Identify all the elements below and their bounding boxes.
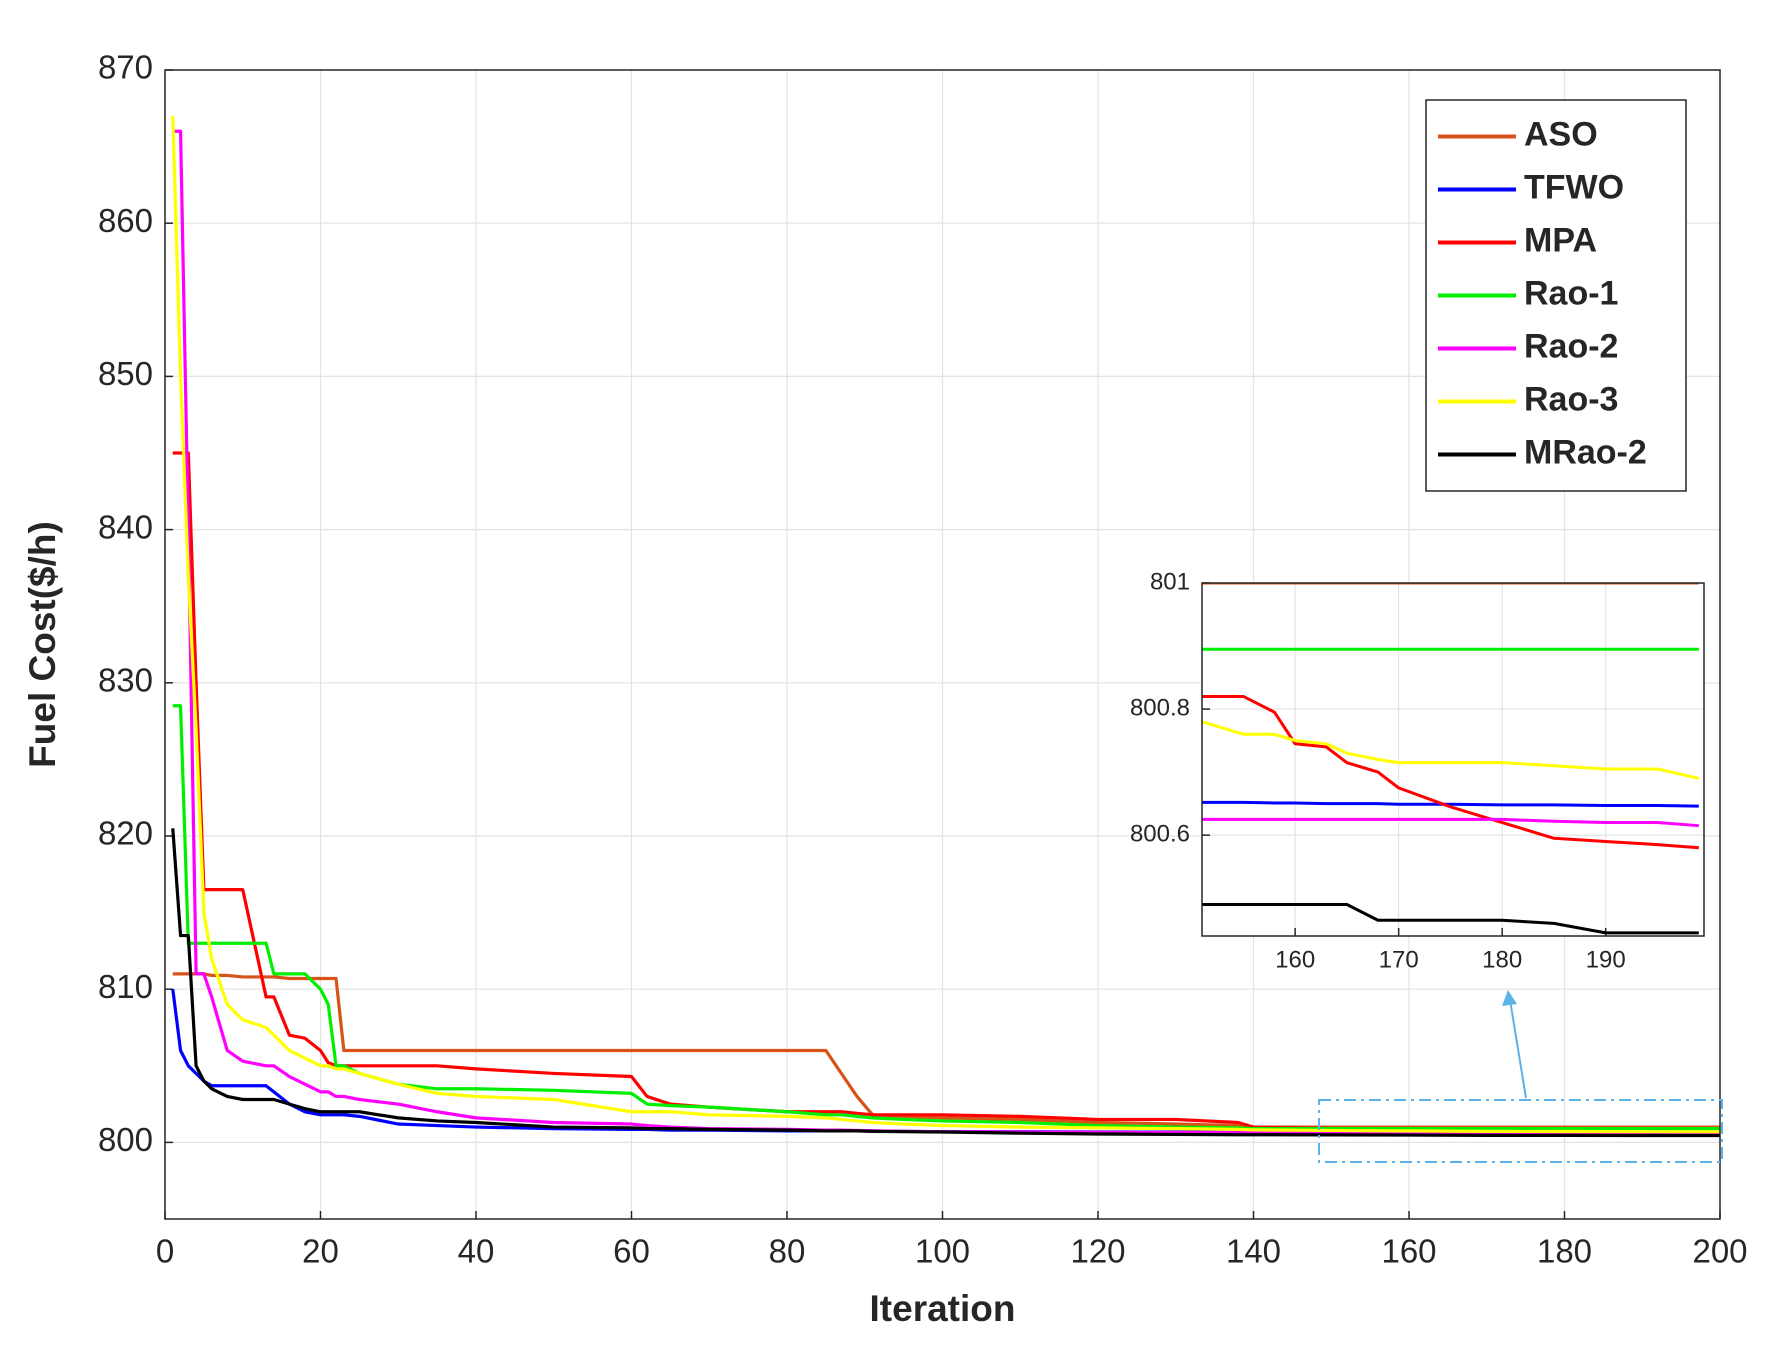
- x-tick-label: 170: [1379, 947, 1419, 974]
- axes-box: [1201, 582, 1705, 937]
- series-line: [1202, 720, 1700, 780]
- x-tick-label: 200: [1692, 1232, 1747, 1269]
- x-tick-label: 190: [1586, 947, 1626, 974]
- x-tick-label: 160: [1275, 947, 1315, 974]
- y-tick-label: 810: [98, 968, 153, 1005]
- y-tick-label: 870: [98, 49, 153, 86]
- y-tick-label: 840: [98, 508, 153, 545]
- y-tick-label: 820: [98, 815, 153, 852]
- legend-label: MPA: [1524, 221, 1597, 259]
- y-axis-label: Fuel Cost($/h): [22, 521, 63, 768]
- legend-label: Rao-2: [1524, 327, 1618, 365]
- legend-label: MRao-2: [1524, 433, 1647, 471]
- y-tick-label: 850: [98, 355, 153, 392]
- legend-label: Rao-3: [1524, 380, 1618, 418]
- x-tick-label: 100: [915, 1232, 970, 1269]
- x-tick-label: 80: [769, 1232, 806, 1269]
- zoom-region: [1318, 1099, 1723, 1163]
- legend-label: ASO: [1524, 115, 1598, 153]
- series-line: [1202, 817, 1699, 828]
- y-tick-label: 800: [98, 1121, 153, 1158]
- series-line: [172, 972, 1720, 1129]
- series-line: [172, 451, 1720, 1136]
- series-line: [172, 129, 1720, 1135]
- x-tick-label: 40: [458, 1232, 495, 1269]
- x-tick-label: 140: [1226, 1232, 1281, 1269]
- series-line: [1202, 694, 1699, 850]
- x-tick-label: 160: [1381, 1232, 1436, 1269]
- x-tick-label: 120: [1070, 1232, 1125, 1269]
- plot-area: [1202, 583, 1704, 936]
- series-line: [1202, 902, 1699, 935]
- x-tick-label: 0: [156, 1232, 174, 1269]
- x-tick-label: 180: [1537, 1232, 1592, 1269]
- x-tick-label: 60: [613, 1232, 650, 1269]
- x-tick-label: 20: [302, 1232, 339, 1269]
- inset-plot: 160 170 180 190 800.6 800.8 801: [1130, 568, 1705, 974]
- series-line: [1202, 800, 1699, 808]
- x-tick-label: 180: [1482, 947, 1522, 974]
- series-line: [171, 115, 1720, 1134]
- y-tick-label: 800.6: [1130, 820, 1190, 847]
- y-tick-label: 830: [98, 662, 153, 699]
- zoom-arrow: [1509, 999, 1527, 1099]
- y-tick-label: 801: [1150, 568, 1190, 595]
- y-tick-label: 860: [98, 202, 153, 239]
- zoom-arrow-head: [1502, 990, 1517, 1006]
- axes-box: [164, 69, 1721, 1220]
- y-tick-label: 800.8: [1130, 694, 1190, 721]
- legend-label: TFWO: [1524, 168, 1624, 206]
- x-axis-label: Iteration: [870, 1288, 1016, 1329]
- series-line: [171, 828, 1720, 1138]
- legend-label: Rao-1: [1524, 274, 1618, 312]
